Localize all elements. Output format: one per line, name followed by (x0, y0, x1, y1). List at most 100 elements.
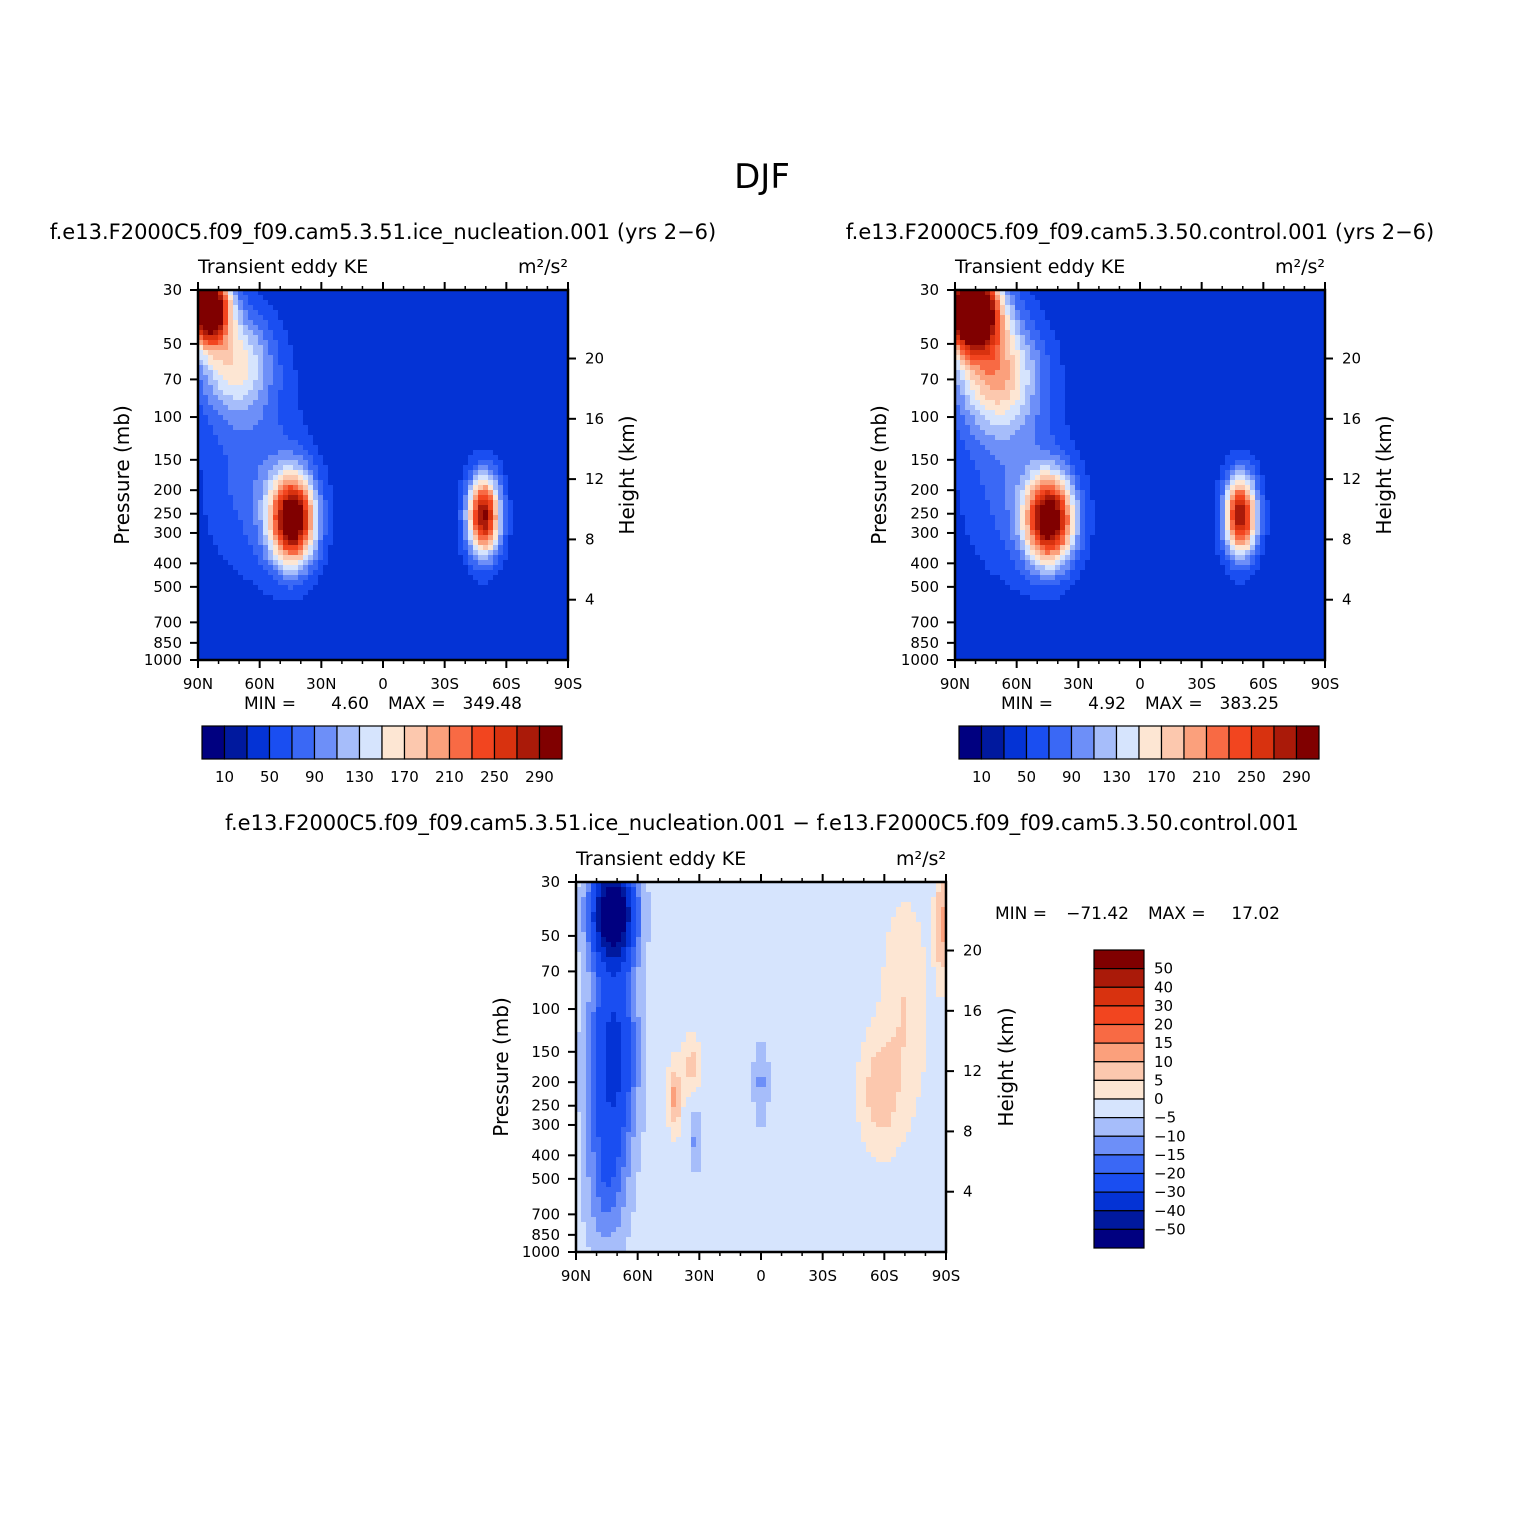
contour-cell (553, 320, 559, 326)
contour-cell (343, 310, 349, 316)
contour-cell (383, 475, 389, 481)
contour-cell (313, 325, 319, 331)
contour-cell (278, 495, 284, 501)
contour-cell (488, 380, 494, 386)
contour-cell (418, 475, 424, 481)
contour-cell (533, 450, 539, 456)
contour-cell (453, 425, 459, 431)
contour-cell (528, 620, 534, 626)
contour-cell (338, 395, 344, 401)
contour-cell (243, 545, 249, 551)
contour-cell (283, 445, 289, 451)
contour-cell (373, 335, 379, 341)
contour-cell (263, 565, 269, 571)
contour-cell (368, 520, 374, 526)
contour-cell (478, 460, 484, 466)
contour-cell (323, 430, 329, 436)
contour-cell (268, 485, 274, 491)
contour-cell (233, 565, 239, 571)
contour-cell (283, 545, 289, 551)
contour-cell (413, 595, 419, 601)
contour-cell (368, 430, 374, 436)
contour-cell (453, 420, 459, 426)
contour-cell (323, 580, 329, 586)
contour-cell (483, 590, 489, 596)
contour-cell (303, 395, 309, 401)
contour-cell (328, 535, 334, 541)
contour-cell (338, 445, 344, 451)
contour-cell (423, 565, 429, 571)
contour-cell (313, 360, 319, 366)
contour-cell (338, 320, 344, 326)
contour-cell (458, 425, 464, 431)
contour-cell (313, 330, 319, 336)
contour-cell (398, 380, 404, 386)
contour-cell (288, 430, 294, 436)
contour-cell (458, 340, 464, 346)
contour-cell (378, 585, 384, 591)
contour-cell (438, 485, 444, 491)
contour-cell (288, 605, 294, 611)
contour-cell (498, 595, 504, 601)
contour-cell (378, 355, 384, 361)
contour-cell (508, 295, 514, 301)
contour-cell (518, 475, 524, 481)
contour-cell (553, 530, 559, 536)
contour-cell (453, 535, 459, 541)
contour-cell (448, 580, 454, 586)
contour-cell (473, 555, 479, 561)
contour-cell (198, 470, 204, 476)
contour-cell (428, 475, 434, 481)
contour-cell (458, 375, 464, 381)
contour-cell (298, 415, 304, 421)
contour-cell (333, 350, 339, 356)
contour-cell (358, 380, 364, 386)
contour-cell (288, 620, 294, 626)
contour-cell (203, 395, 209, 401)
contour-cell (413, 450, 419, 456)
contour-cell (223, 580, 229, 586)
contour-cell (448, 320, 454, 326)
contour-cell (388, 595, 394, 601)
contour-cell (303, 355, 309, 361)
contour-cell (388, 305, 394, 311)
contour-cell (348, 380, 354, 386)
contour-cell (288, 575, 294, 581)
contour-cell (293, 510, 299, 516)
contour-cell (213, 355, 219, 361)
contour-cell (208, 470, 214, 476)
contour-cell (363, 535, 369, 541)
contour-cell (263, 510, 269, 516)
contour-cell (518, 460, 524, 466)
contour-cell (413, 560, 419, 566)
contour-cell (418, 535, 424, 541)
contour-cell (423, 415, 429, 421)
contour-cell (403, 360, 409, 366)
contour-cell (388, 375, 394, 381)
contour-cell (208, 615, 214, 621)
contour-cell (268, 590, 274, 596)
contour-cell (528, 335, 534, 341)
contour-cell (543, 420, 549, 426)
contour-cell (523, 540, 529, 546)
contour-cell (533, 550, 539, 556)
contour-cell (553, 495, 559, 501)
contour-cell (338, 595, 344, 601)
contour-cell (463, 410, 469, 416)
contour-cell (428, 505, 434, 511)
contour-cell (548, 485, 554, 491)
contour-cell (428, 320, 434, 326)
contour-cell (518, 395, 524, 401)
contour-cell (338, 440, 344, 446)
contour-cell (553, 540, 559, 546)
contour-cell (328, 595, 334, 601)
contour-cell (418, 440, 424, 446)
contour-cell (283, 370, 289, 376)
contour-cell (238, 330, 244, 336)
contour-cell (383, 490, 389, 496)
contour-cell (498, 380, 504, 386)
contour-cell (503, 330, 509, 336)
contour-cell (208, 450, 214, 456)
contour-cell (228, 405, 234, 411)
contour-cell (288, 465, 294, 471)
